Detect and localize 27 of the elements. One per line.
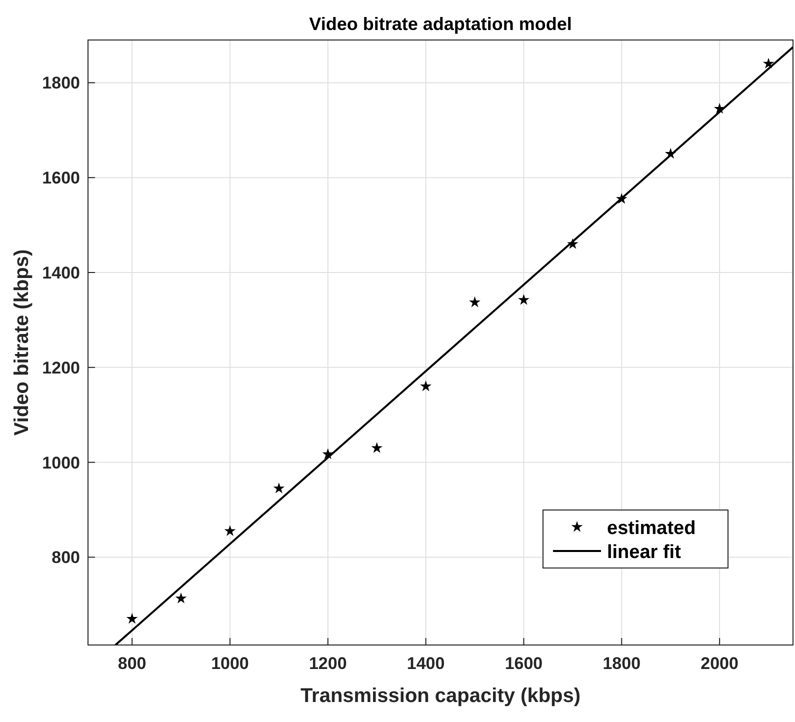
point	[371, 442, 383, 453]
x-tick-label: 1800	[602, 654, 641, 673]
x-tick-label: 2000	[700, 654, 738, 673]
x-axis-title: Transmission capacity (kbps)	[300, 685, 581, 707]
y-axis-title: Video bitrate (kbps)	[11, 249, 33, 436]
point	[469, 296, 480, 308]
y-tick-label: 1000	[42, 453, 80, 472]
x-tick-label: 1600	[504, 654, 543, 673]
chart-title: Video bitrate adaptation model	[309, 14, 572, 34]
point	[420, 380, 432, 392]
point	[273, 482, 285, 494]
x-tick-label: 1200	[308, 654, 347, 673]
point	[175, 592, 187, 604]
point	[518, 294, 530, 305]
y-tick-label: 1400	[42, 264, 80, 283]
x-tick-label: 1000	[211, 654, 249, 673]
y-tick-label: 800	[52, 548, 80, 568]
point	[224, 525, 236, 536]
y-tick-label: 1600	[42, 168, 80, 188]
point	[126, 612, 138, 624]
point	[762, 58, 774, 69]
legend-label: estimated	[607, 518, 696, 539]
x-tick-label: 800	[118, 654, 146, 673]
legend-label: linear fit	[607, 542, 682, 563]
y-tick-label: 1200	[42, 358, 80, 378]
y-tick-label: 1800	[42, 74, 80, 93]
x-tick-label: 1400	[406, 654, 445, 673]
